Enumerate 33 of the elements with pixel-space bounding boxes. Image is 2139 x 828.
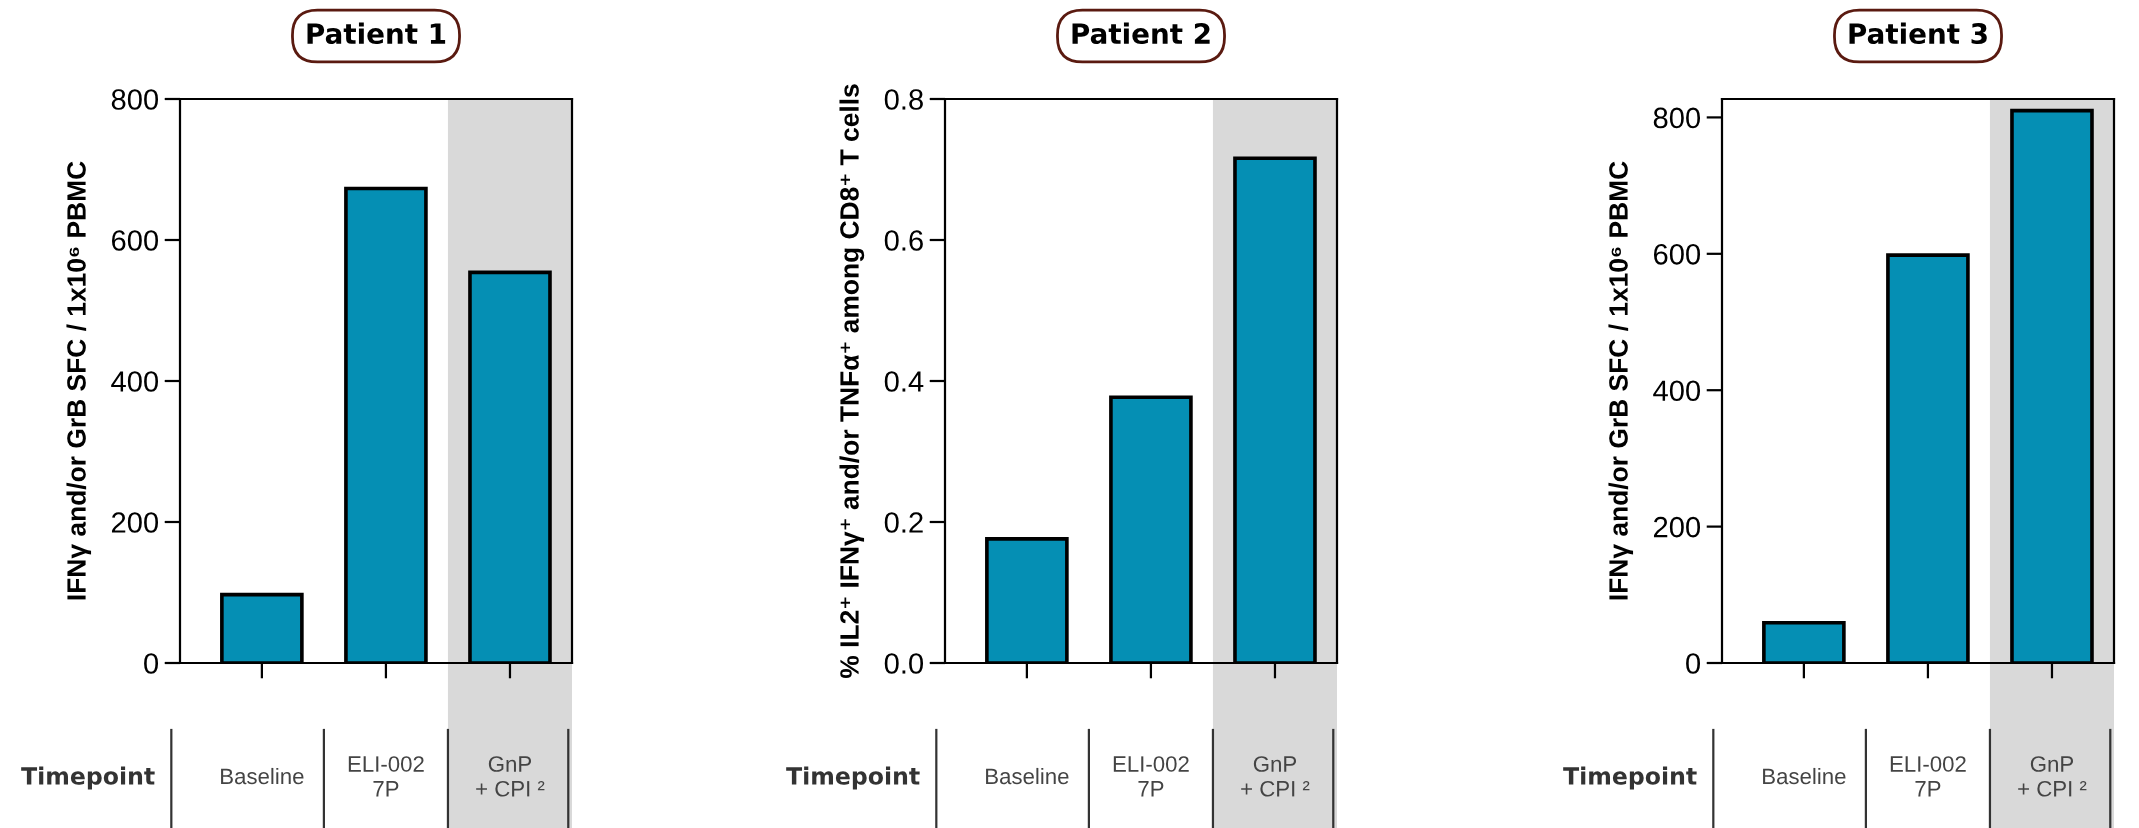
- x-axis-title: Timepoint: [1563, 766, 1697, 790]
- chart-title: Patient 1: [307, 22, 446, 45]
- y-axis-title: IFNγ and/or GrB SFC / 1x10⁶ PBMC: [1608, 161, 1634, 600]
- y-tick-label: 0: [144, 653, 159, 674]
- y-tick-label: 800: [1653, 107, 1701, 129]
- y-tick-label: 600: [111, 230, 159, 251]
- x-tick-label: Baseline: [221, 767, 304, 785]
- x-tick-label: ELI-002 7P: [1113, 756, 1189, 797]
- y-tick-label: 0.0: [884, 653, 924, 674]
- y-axis-title: % IL2⁺ IFNγ⁺ and/or TNFα⁺ among CD8⁺ T cells: [839, 84, 865, 679]
- y-axis-title: IFNγ and/or GrB SFC / 1x10⁶ PBMC: [66, 161, 92, 600]
- x-tick-label: Baseline: [1763, 767, 1846, 785]
- x-tick-label: GnP + CPI ²: [2018, 756, 2087, 797]
- x-tick-label: ELI-002 7P: [348, 756, 424, 797]
- y-tick-label: 600: [1653, 244, 1701, 265]
- x-tick-label: GnP + CPI ²: [1241, 756, 1310, 797]
- x-axis-title: Timepoint: [786, 766, 920, 790]
- y-tick-label: 0: [1686, 653, 1701, 674]
- y-tick-label: 0.6: [884, 230, 923, 251]
- y-tick-label: 800: [111, 89, 159, 110]
- y-tick-label: 400: [111, 371, 159, 392]
- chart-title: Patient 3: [1849, 22, 1987, 45]
- x-tick-label: Baseline: [986, 767, 1069, 785]
- chart-title: Patient 2: [1072, 22, 1210, 45]
- y-tick-label: 200: [111, 512, 159, 533]
- x-tick-label: GnP + CPI ²: [476, 756, 545, 797]
- y-tick-label: 400: [1653, 380, 1701, 402]
- x-tick-label: ELI-002 7P: [1890, 756, 1966, 797]
- x-axis-title: Timepoint: [21, 766, 155, 790]
- y-tick-label: 200: [1653, 516, 1701, 538]
- y-tick-label: 0.8: [884, 89, 923, 110]
- y-tick-label: 0.2: [884, 512, 923, 533]
- y-tick-label: 0.4: [884, 371, 924, 392]
